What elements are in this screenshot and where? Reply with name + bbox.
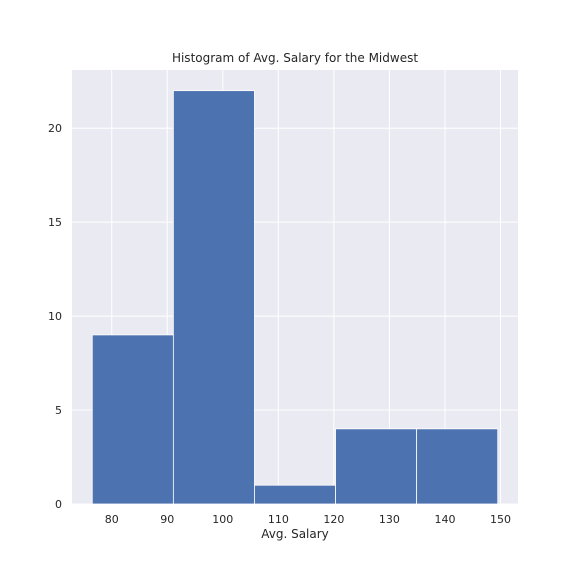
chart-title: Histogram of Avg. Salary for the Midwest: [172, 51, 418, 65]
x-tick-label: 80: [105, 513, 119, 526]
y-tick-label: 20: [48, 122, 62, 135]
y-tick-label: 5: [55, 404, 62, 417]
y-axis-ticks: 0 5 10 15 20: [48, 122, 62, 511]
histogram-bar-3: [254, 484, 336, 505]
x-axis-ticks: 80 90 100 110 120 130 140 150: [105, 513, 511, 526]
x-tick-label: 120: [323, 513, 344, 526]
histogram-bar-4: [335, 428, 418, 505]
y-tick-label: 10: [48, 310, 62, 323]
x-tick-label: 100: [212, 513, 233, 526]
x-tick-label: 150: [490, 513, 511, 526]
x-tick-label: 140: [434, 513, 455, 526]
histogram-bar-5: [416, 428, 499, 505]
y-tick-label: 0: [55, 498, 62, 511]
x-tick-label: 90: [160, 513, 174, 526]
histogram-bar-1: [91, 334, 174, 505]
x-tick-label: 130: [379, 513, 400, 526]
x-tick-label: 110: [268, 513, 289, 526]
histogram-bar-2: [172, 90, 255, 505]
bars: [91, 90, 499, 505]
x-axis-label: Avg. Salary: [261, 527, 329, 541]
y-tick-label: 15: [48, 216, 62, 229]
